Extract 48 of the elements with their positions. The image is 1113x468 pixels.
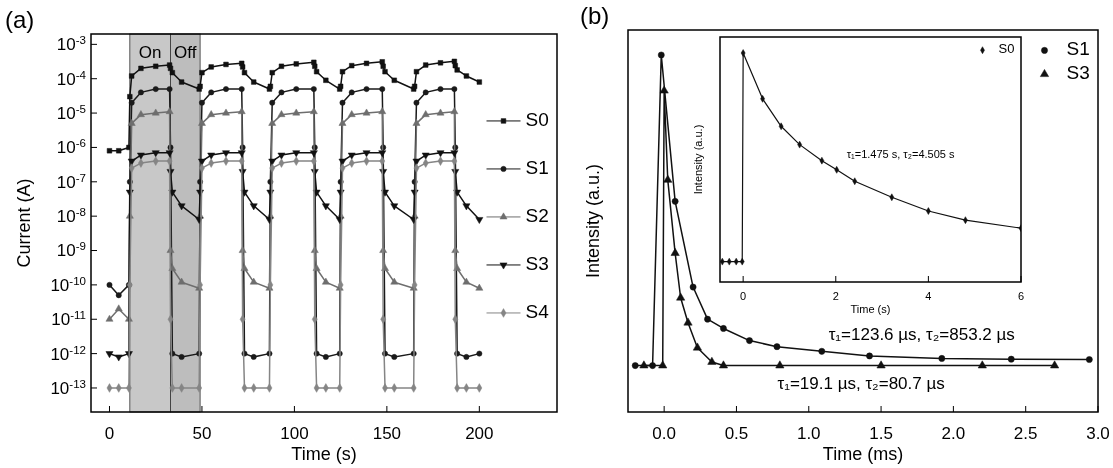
y-tick-label: 10$^{-9}$ [56, 240, 86, 261]
x-axis-title: Time (s) [850, 302, 891, 315]
legend-label: S0 [998, 41, 1015, 57]
legend-label: S3 [525, 252, 549, 274]
x-tick-label: 6 [1017, 289, 1025, 302]
chart-title: (b) [580, 2, 610, 29]
annotation: τ₁=1.475 s, τ₂=4.505 s [846, 147, 955, 160]
y-tick-label: 10$^{-11}$ [51, 309, 86, 330]
x-tick-label: 4 [925, 289, 932, 302]
x-tick-label: 150 [372, 424, 402, 444]
y-tick-label: 10$^{-3}$ [56, 34, 86, 55]
x-tick-label: 1.5 [869, 424, 893, 444]
y-tick-label: 10$^{-6}$ [56, 137, 86, 158]
x-tick-label: 2 [832, 289, 839, 302]
y-tick-label: 10$^{-13}$ [50, 377, 86, 398]
x-tick-label: 0 [104, 424, 115, 444]
y-tick-label: 10$^{-5}$ [56, 103, 86, 124]
y-tick-label: 10$^{-7}$ [56, 171, 86, 192]
y-tick-label: 10$^{-10}$ [50, 274, 86, 295]
x-tick-label: 0 [740, 289, 747, 302]
chart-title: (a) [5, 6, 35, 33]
x-tick-label: 0.5 [724, 424, 749, 444]
x-axis-title: Time (ms) [822, 443, 904, 464]
x-tick-label: 0.0 [652, 424, 676, 444]
band-label: Off [174, 42, 197, 62]
annotation: τ₁=19.1 µs, τ₂=80.7 µs [777, 374, 945, 394]
x-tick-label: 50 [192, 424, 212, 444]
band-label: On [138, 42, 162, 62]
legend-label: S1 [1066, 38, 1090, 60]
legend-label: S2 [525, 204, 549, 226]
annotation: τ₁=123.6 µs, τ₂=853.2 µs [828, 325, 1015, 345]
y-axis-title: Intensity (a.u.) [583, 163, 604, 279]
x-tick-label: 200 [465, 424, 494, 444]
x-tick-label: 1.0 [796, 424, 821, 444]
y-tick-label: 10$^{-4}$ [56, 68, 87, 89]
x-tick-label: 2.0 [941, 424, 966, 444]
legend-label: S0 [525, 108, 549, 130]
x-tick-label: 3.0 [1086, 424, 1110, 444]
y-axis-title: Intensity (a.u.) [692, 124, 705, 195]
y-tick-label: 10$^{-12}$ [50, 343, 86, 364]
legend-label: S4 [525, 300, 550, 322]
x-axis-title: Time (s) [291, 443, 357, 464]
legend-label: S3 [1066, 62, 1090, 84]
x-tick-label: 2.5 [1013, 424, 1038, 444]
y-tick-label: 10$^{-8}$ [56, 206, 86, 227]
x-tick-label: 100 [280, 424, 309, 444]
y-axis-title: Current (A) [14, 178, 34, 268]
legend-label: S1 [525, 156, 549, 178]
